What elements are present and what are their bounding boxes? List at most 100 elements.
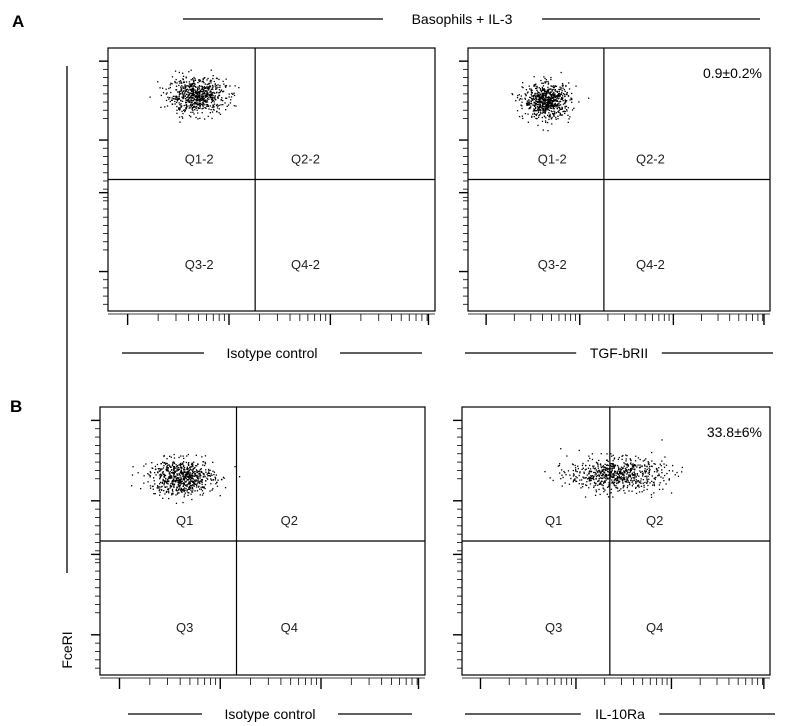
x-axis-ticks bbox=[462, 677, 770, 689]
event-point bbox=[546, 103, 548, 105]
event-point bbox=[625, 476, 627, 478]
event-point bbox=[525, 89, 528, 91]
x-axis-label: IL-10Ra bbox=[595, 706, 645, 722]
event-point bbox=[672, 470, 674, 472]
event-point bbox=[624, 480, 626, 483]
event-point bbox=[191, 85, 193, 87]
event-point bbox=[191, 464, 193, 466]
event-point bbox=[187, 99, 189, 101]
event-point bbox=[536, 110, 538, 112]
quadrant-label-q3: Q3 bbox=[545, 620, 562, 635]
event-point bbox=[180, 490, 182, 492]
event-point bbox=[618, 481, 620, 483]
event-point bbox=[190, 89, 192, 91]
event-point bbox=[176, 105, 178, 108]
event-point bbox=[561, 114, 563, 116]
event-point bbox=[197, 477, 199, 479]
event-point bbox=[180, 478, 182, 481]
event-point bbox=[608, 473, 610, 475]
event-point bbox=[183, 479, 186, 481]
event-point bbox=[205, 94, 207, 96]
event-point bbox=[166, 486, 168, 488]
event-point bbox=[629, 463, 632, 465]
event-point bbox=[547, 90, 549, 92]
event-point bbox=[194, 473, 196, 475]
event-point bbox=[637, 480, 640, 482]
event-point bbox=[578, 483, 580, 485]
event-point bbox=[628, 474, 630, 476]
event-point bbox=[205, 469, 207, 471]
event-point bbox=[230, 99, 232, 101]
event-point bbox=[176, 470, 178, 472]
event-point bbox=[163, 462, 165, 464]
event-point bbox=[194, 109, 196, 111]
event-point bbox=[604, 475, 606, 477]
event-point bbox=[188, 482, 190, 485]
event-point bbox=[589, 471, 591, 473]
event-point bbox=[621, 477, 624, 479]
event-point bbox=[630, 459, 632, 462]
event-point bbox=[160, 476, 162, 478]
event-point bbox=[581, 483, 583, 485]
event-point bbox=[553, 94, 556, 96]
event-point bbox=[558, 111, 560, 113]
event-point bbox=[559, 88, 561, 91]
event-point bbox=[558, 90, 560, 93]
event-point bbox=[662, 488, 664, 490]
event-point bbox=[636, 466, 638, 468]
event-point bbox=[624, 470, 627, 472]
event-point bbox=[157, 485, 159, 487]
event-point bbox=[658, 467, 660, 469]
event-point bbox=[564, 112, 566, 115]
event-point bbox=[197, 463, 199, 465]
event-point bbox=[184, 110, 186, 113]
event-point bbox=[168, 497, 170, 500]
event-point bbox=[203, 89, 205, 91]
event-point bbox=[212, 461, 214, 463]
event-point bbox=[658, 488, 661, 491]
event-point bbox=[551, 96, 554, 98]
event-point bbox=[543, 91, 546, 93]
event-point bbox=[193, 95, 195, 97]
event-point bbox=[224, 102, 226, 104]
event-point bbox=[160, 463, 162, 465]
event-point bbox=[632, 468, 634, 470]
event-point bbox=[202, 492, 205, 494]
event-point bbox=[535, 98, 537, 100]
event-point bbox=[544, 100, 546, 102]
event-point bbox=[161, 482, 163, 484]
event-point bbox=[566, 91, 568, 94]
event-point bbox=[181, 96, 183, 98]
event-point bbox=[225, 86, 227, 88]
event-point bbox=[211, 117, 213, 120]
event-point bbox=[168, 98, 170, 100]
event-point bbox=[632, 465, 635, 467]
event-point bbox=[593, 465, 595, 467]
event-point bbox=[530, 105, 532, 107]
event-point bbox=[646, 481, 648, 484]
event-point bbox=[540, 79, 542, 82]
event-point bbox=[621, 479, 623, 481]
event-point bbox=[162, 87, 164, 89]
event-point bbox=[190, 95, 192, 97]
event-point bbox=[195, 107, 197, 109]
event-point bbox=[622, 454, 624, 457]
event-point bbox=[179, 475, 181, 477]
event-point bbox=[233, 92, 235, 94]
event-point bbox=[606, 467, 608, 469]
event-point bbox=[681, 471, 683, 473]
event-point bbox=[560, 98, 562, 100]
event-point bbox=[184, 489, 186, 492]
event-point bbox=[533, 102, 535, 104]
event-point bbox=[186, 97, 188, 99]
event-point bbox=[198, 79, 200, 81]
event-point bbox=[614, 478, 617, 481]
event-point bbox=[599, 471, 601, 473]
event-point bbox=[199, 102, 201, 104]
event-point bbox=[598, 488, 600, 491]
event-point bbox=[567, 470, 570, 472]
event-point bbox=[206, 93, 208, 96]
event-point bbox=[572, 481, 574, 483]
event-point bbox=[176, 82, 178, 84]
event-point bbox=[623, 471, 626, 473]
